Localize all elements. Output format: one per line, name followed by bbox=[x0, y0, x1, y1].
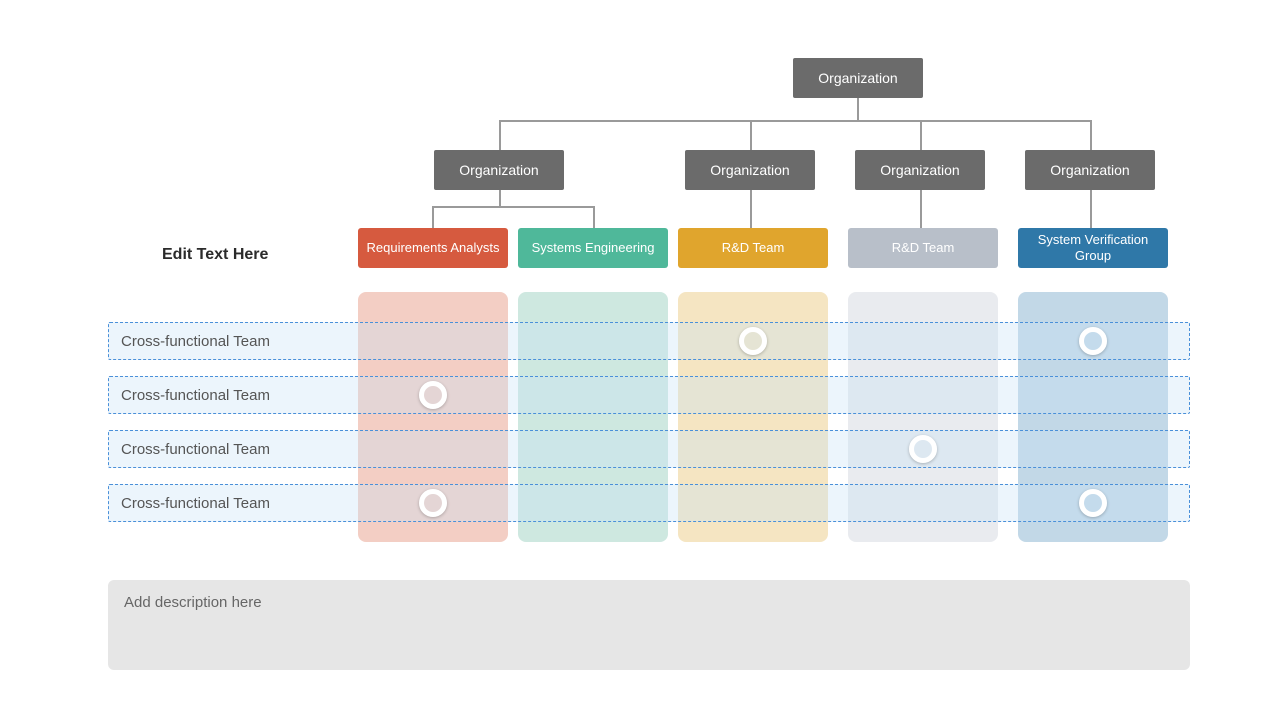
assignment-marker[interactable] bbox=[419, 381, 447, 409]
column-header-label: Requirements Analysts bbox=[367, 240, 500, 256]
row-label: Cross-functional Team bbox=[121, 333, 270, 350]
org-root-label: Organization bbox=[818, 70, 897, 86]
connector bbox=[750, 120, 752, 150]
org-root: Organization bbox=[793, 58, 923, 98]
org-node-label: Organization bbox=[880, 162, 959, 178]
cross-functional-row[interactable]: Cross-functional Team bbox=[108, 430, 1190, 468]
org-node-label: Organization bbox=[710, 162, 789, 178]
assignment-marker[interactable] bbox=[419, 489, 447, 517]
assignment-marker[interactable] bbox=[1079, 327, 1107, 355]
cross-functional-row[interactable]: Cross-functional Team bbox=[108, 484, 1190, 522]
connector bbox=[499, 120, 501, 150]
connector bbox=[432, 206, 434, 228]
connector bbox=[857, 98, 859, 120]
assignment-marker[interactable] bbox=[1079, 489, 1107, 517]
column-header-label: R&D Team bbox=[722, 240, 785, 256]
connector bbox=[920, 120, 922, 150]
description-placeholder: Add description here bbox=[124, 594, 262, 611]
edit-text-label-text: Edit Text Here bbox=[162, 246, 268, 263]
connector bbox=[920, 190, 922, 228]
row-label: Cross-functional Team bbox=[121, 495, 270, 512]
row-label: Cross-functional Team bbox=[121, 387, 270, 404]
connector bbox=[593, 206, 595, 228]
connector bbox=[499, 190, 501, 206]
assignment-marker[interactable] bbox=[909, 435, 937, 463]
connector bbox=[432, 206, 594, 208]
connector bbox=[1090, 120, 1092, 150]
column-header-label: Systems Engineering bbox=[532, 240, 655, 256]
column-header: R&D Team bbox=[848, 228, 998, 268]
connector bbox=[1090, 190, 1092, 228]
assignment-marker[interactable] bbox=[739, 327, 767, 355]
edit-text-label[interactable]: Edit Text Here bbox=[162, 246, 268, 264]
cross-functional-row[interactable]: Cross-functional Team bbox=[108, 322, 1190, 360]
column-header: Systems Engineering bbox=[518, 228, 668, 268]
row-label: Cross-functional Team bbox=[121, 441, 270, 458]
cross-functional-row[interactable]: Cross-functional Team bbox=[108, 376, 1190, 414]
connector bbox=[750, 190, 752, 228]
column-header: System Verification Group bbox=[1018, 228, 1168, 268]
org-node-label: Organization bbox=[1050, 162, 1129, 178]
column-header-label: R&D Team bbox=[892, 240, 955, 256]
column-header-label: System Verification Group bbox=[1022, 232, 1164, 263]
org-node: Organization bbox=[434, 150, 564, 190]
org-node-label: Organization bbox=[459, 162, 538, 178]
connector bbox=[499, 120, 1091, 122]
org-node: Organization bbox=[855, 150, 985, 190]
column-header: Requirements Analysts bbox=[358, 228, 508, 268]
org-node: Organization bbox=[1025, 150, 1155, 190]
column-header: R&D Team bbox=[678, 228, 828, 268]
description-box[interactable]: Add description here bbox=[108, 580, 1190, 670]
org-node: Organization bbox=[685, 150, 815, 190]
